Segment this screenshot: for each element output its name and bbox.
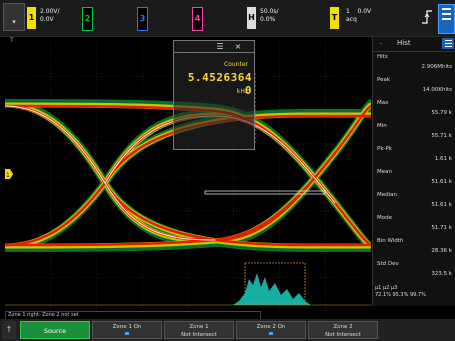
sigma-percentages: μ1 μ2 μ3 72.1% 95.3% 99.7% — [375, 285, 426, 298]
svg-text:1: 1 — [6, 172, 10, 179]
trigger-label: T — [330, 7, 339, 29]
histogram-bars — [233, 273, 311, 305]
stat-min: Min 55.71 k — [377, 123, 452, 139]
horizontal-label: H — [247, 7, 256, 29]
close-icon[interactable]: × — [234, 42, 242, 51]
channel-number: 3 — [137, 7, 148, 31]
measurement-value: 5.4526364 0 — [187, 71, 252, 97]
softkey-zone-2-on[interactable]: Zone 2 On — [236, 321, 306, 339]
stat-pk-pk: Pk-Pk 1.61 k — [377, 146, 452, 162]
trigger-indicator[interactable]: T 1 0.0V acq — [330, 3, 415, 33]
stat-mean: Mean 51.61 k — [377, 169, 452, 185]
stat-hits: Hits 2.906Mhits — [377, 54, 452, 70]
status-bar: ▾ 1 2.00V/0.0V 2 3 4 H 50.0s/0.0% T 1 0.… — [0, 0, 455, 37]
counter-measurement-window[interactable]: ☰ × Counter 5.4526364 0 kHz — [173, 40, 255, 150]
trigger-settings: 1 0.0V acq — [346, 8, 372, 23]
measurement-label: Counter — [224, 61, 248, 68]
stat-median: Median 51.61 k — [377, 192, 452, 208]
histogram-results-panel: – Hist Hits 2.906Mhits Peak 14.00Khits Max… — [372, 37, 455, 306]
channel-4-indicator[interactable]: 4 — [192, 3, 232, 33]
histogram-window — [204, 190, 326, 195]
channel-scale: 2.00V/0.0V — [40, 8, 60, 23]
softkey-zone-1-on[interactable]: Zone 1 On — [92, 321, 162, 339]
window-menu-icon[interactable]: ☰ — [216, 42, 224, 51]
stat-peak: Peak 14.00Khits — [377, 77, 452, 93]
panel-title: Hist — [397, 39, 411, 47]
channel-number: 2 — [82, 7, 93, 31]
back-arrow-icon[interactable]: ↑ — [2, 321, 16, 339]
stat-mode: Mode 51.71 k — [377, 215, 452, 231]
trigger-edge-icon — [420, 3, 434, 29]
menu-icon[interactable]: ▾ — [3, 3, 25, 31]
measurement-units: kHz — [236, 88, 248, 95]
softkey-source[interactable]: Source — [20, 321, 90, 339]
stat-bin-width: Bin Width 28.36 k — [377, 238, 452, 254]
channel-number: 4 — [192, 7, 203, 31]
collapse-icon[interactable]: – — [379, 39, 383, 47]
trigger-marker: T — [10, 37, 14, 44]
softkey-zone-1[interactable]: Zone 1 Not Intersect — [164, 321, 234, 339]
softkey-zone-2[interactable]: Zone 2 Not Intersect — [308, 321, 378, 339]
channel-number: 1 — [27, 7, 36, 29]
horizontal-scale: 50.0s/0.0% — [260, 8, 279, 23]
main-menu-button[interactable] — [438, 4, 455, 34]
channel-1-indicator[interactable]: 1 2.00V/0.0V — [27, 3, 77, 33]
channel-3-indicator[interactable]: 3 — [137, 3, 177, 33]
stat-max: Max 55.79 k — [377, 100, 452, 116]
eye-diagram: 1 — [5, 43, 371, 311]
channel-2-indicator[interactable]: 2 — [82, 3, 122, 33]
horizontal-indicator[interactable]: H 50.0s/0.0% — [247, 3, 302, 33]
softkey-bar: ↑ Source Zone 1 On Zone 1 Not Intersect Z… — [0, 319, 455, 341]
waveform-display: 1 — [5, 43, 371, 311]
panel-menu-button[interactable] — [442, 38, 454, 49]
stat-std-dev: Std Dev 323.5 k — [377, 261, 452, 277]
